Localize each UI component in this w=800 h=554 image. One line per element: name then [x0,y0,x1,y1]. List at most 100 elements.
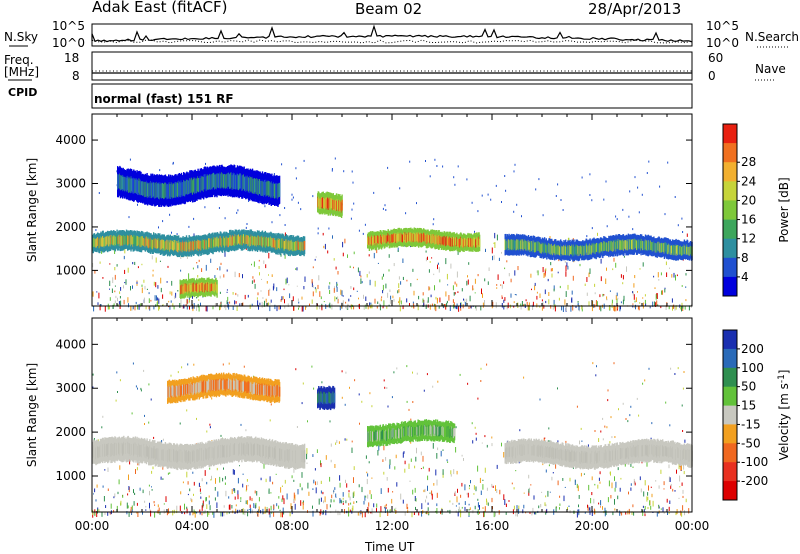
scatter-speck [124,248,126,254]
scatter-speck [97,509,98,514]
scatter-speck [320,480,322,484]
scatter-speck [114,267,116,271]
scatter-speck [506,260,508,263]
scatter-speck [219,304,221,310]
scatter-speck [544,502,546,506]
scatter-speck [376,503,378,508]
scatter-speck [606,267,607,271]
scatter-speck [316,449,318,453]
scatter-speck [146,288,148,290]
scatter-speck [181,511,183,514]
scatter-speck [679,475,681,482]
scatter-speck [513,210,515,213]
scatter-speck [603,294,605,296]
scatter-speck [336,439,338,443]
scatter-speck [639,268,641,270]
scatter-speck [480,380,482,382]
scatter-speck [357,511,359,516]
scatter-speck [477,210,479,213]
scatter-speck [474,292,476,294]
scatter-speck [206,305,208,312]
scatter-speck [412,371,413,374]
scatter-speck [685,498,687,503]
scatter-speck [129,158,131,161]
scatter-speck [404,460,406,465]
scatter-speck [681,302,683,308]
scatter-speck [654,301,656,307]
scatter-speck [211,397,213,400]
scatter-speck [605,278,607,284]
scatter-speck [160,277,162,284]
scatter-speck [446,273,448,280]
scatter-speck [633,512,635,516]
scatter-speck [188,299,190,303]
scatter-speck [530,273,532,278]
scatter-speck [276,503,278,507]
scatter-speck [253,279,255,283]
scatter-speck [351,447,353,453]
scatter-speck [529,512,531,514]
scatter-speck [565,265,567,271]
scatter-speck [92,263,94,268]
scatter-speck [464,506,466,511]
scatter-speck [473,493,475,495]
scatter-speck [578,495,580,499]
scatter-speck [224,476,226,480]
scatter-speck [364,223,366,226]
scatter-speck [676,274,678,277]
scatter-speck [234,271,236,278]
scatter-speck [688,305,690,311]
scatter-speck [638,306,640,311]
scatter-speck [633,283,635,288]
scatter-speck [311,365,313,368]
scatter-speck [600,276,602,282]
scatter-speck [619,487,621,492]
scatter-speck [385,209,387,211]
scatter-speck [317,227,319,230]
scatter-speck [158,507,160,512]
scatter-speck [352,181,354,184]
scatter-speck [415,498,417,502]
scatter-speck [344,509,345,514]
scatter-speck [191,305,193,309]
scatter-speck [351,440,353,443]
scatter-speck [654,287,656,289]
scatter-speck [331,494,333,499]
scatter-speck [622,275,624,280]
scatter-speck [429,492,431,494]
scatter-speck [148,298,150,303]
scatter-speck [572,275,574,281]
scatter-speck [614,476,615,481]
scatter-speck [633,478,635,485]
scatter-speck [351,507,353,512]
scatter-speck [415,456,417,462]
scatter-speck [335,266,337,270]
scatter-speck [544,289,546,295]
scatter-speck [441,507,443,510]
scatter-speck [611,436,613,439]
scatter-speck [688,508,690,514]
scatter-speck [296,285,298,287]
scatter-speck [265,298,267,303]
scatter-speck [514,270,516,276]
scatter-speck [264,506,266,512]
scatter-speck [246,485,248,491]
scatter-speck [510,278,512,283]
scatter-speck [321,305,323,311]
scatter-speck [286,277,288,284]
scatter-speck [301,402,303,405]
scatter-speck [226,289,228,291]
scatter-speck [521,301,523,307]
scatter-speck [269,288,271,291]
scatter-speck [321,381,323,384]
scatter-speck [670,485,672,489]
scatter-speck [200,496,202,499]
scatter-speck [343,170,345,173]
scatter-speck [371,508,373,515]
scatter-speck [675,511,677,516]
scatter-speck [547,490,549,497]
scatter-speck [291,511,293,515]
scatter-speck [669,477,671,482]
scatter-speck [501,251,502,254]
scatter-speck [553,285,555,291]
